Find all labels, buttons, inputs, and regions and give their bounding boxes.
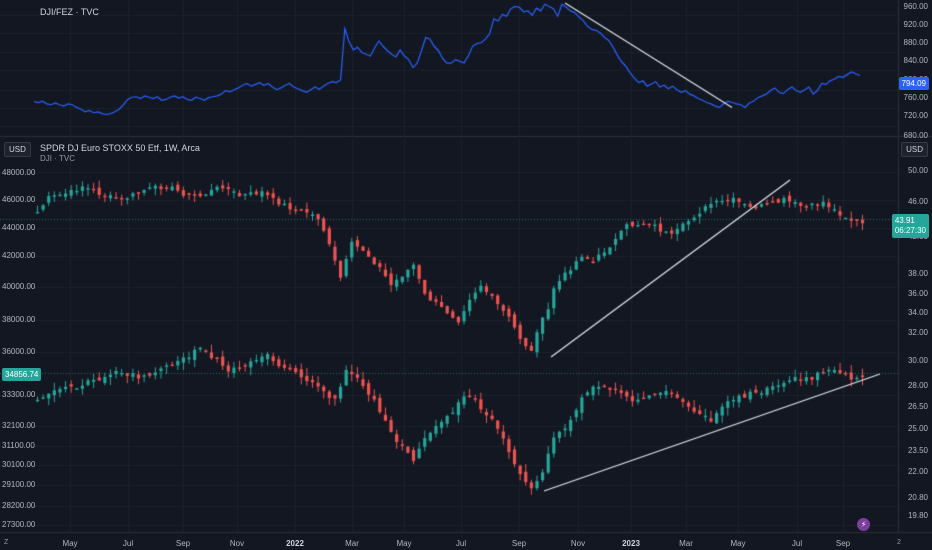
time-axis-label: Jul [122,539,134,548]
fez-axis-tick: 20.80 [907,493,928,502]
time-axis-label: Jul [455,539,467,548]
overlay-symbol-title[interactable]: DJI · TVC [40,154,75,163]
time-axis-label: May [730,539,746,548]
right-currency-button[interactable]: USD [901,142,928,157]
ratio-axis-tick: 960.00 [903,2,928,11]
fez-axis-tick: 26.50 [907,402,928,411]
ratio-last-value-tag: 794.09 [898,77,929,90]
fez-axis-tick: 36.00 [907,289,928,298]
time-axis-label: Jul [791,539,803,548]
timezone-corner-button[interactable]: Z [4,539,9,546]
ratio-pane-title: DJI/FEZ · TVC [40,7,99,17]
ratio-axis-tick: 680.00 [903,131,928,140]
fez-axis-tick: 28.00 [907,381,928,390]
fez-price-tag: 43.91 06:27:30 [891,214,929,238]
dji-axis-tick: 27300.00 [2,520,36,529]
main-symbol-title[interactable]: SPDR DJ Euro STOXX 50 Etf, 1W, Arca [40,143,200,153]
fez-axis-tick: 46.00 [907,197,928,206]
time-axis-label: Mar [679,539,693,548]
time-axis-label: Nov [570,539,586,548]
dji-axis-tick: 40000.00 [2,282,36,291]
fez-bar-countdown: 06:27:30 [894,226,926,235]
fez-axis-tick: 38.00 [907,269,928,278]
ratio-axis-tick: 720.00 [903,111,928,120]
fez-axis-tick: 22.00 [907,467,928,476]
tradingview-logo-icon: ⚡ [857,518,870,531]
dji-axis-tick: 30100.00 [2,460,36,469]
dji-axis-tick: 29100.00 [2,480,36,489]
fez-axis-tick: 30.00 [907,356,928,365]
time-axis-label: Nov [229,539,245,548]
time-axis-label: 2022 [286,539,304,548]
fez-axis-tick: 23.50 [907,446,928,455]
left-currency-button[interactable]: USD [4,142,31,157]
time-axis-label: 2023 [622,539,640,548]
ratio-axis-tick: 760.00 [903,93,928,102]
time-axis-label: Mar [345,539,359,548]
time-axis-label: Sep [511,539,527,548]
fez-axis-tick: 19.80 [907,511,928,520]
dji-axis-tick: 33300.00 [2,390,36,399]
fez-axis-tick: 50.00 [907,166,928,175]
ratio-axis-tick: 920.00 [903,20,928,29]
dji-axis-tick: 42000.00 [2,251,36,260]
axis-settings-corner-button[interactable]: 2 [897,539,901,546]
dji-axis-tick: 31100.00 [2,441,35,450]
dji-axis-tick: 48000.00 [2,168,36,177]
ratio-axis-tick: 840.00 [903,56,928,65]
dji-axis-tick: 46000.00 [2,195,36,204]
dji-axis-tick: 44000.00 [2,223,36,232]
dji-price-tag: 34856.74 [2,368,42,381]
time-axis-label: Sep [835,539,851,548]
time-axis-label: May [396,539,412,548]
time-axis-label: Sep [175,539,191,548]
ratio-axis-tick: 880.00 [903,38,928,47]
dji-axis-tick: 28200.00 [2,501,36,510]
fez-axis-tick: 34.00 [907,308,928,317]
fez-axis-tick: 32.00 [907,328,928,337]
dji-axis-tick: 36000.00 [2,347,36,356]
fez-axis-tick: 25.00 [907,424,928,433]
fez-last-price: 43.91 [894,216,915,225]
dji-axis-tick: 38000.00 [2,315,36,324]
time-axis-label: May [62,539,78,548]
dji-axis-tick: 32100.00 [2,421,36,430]
